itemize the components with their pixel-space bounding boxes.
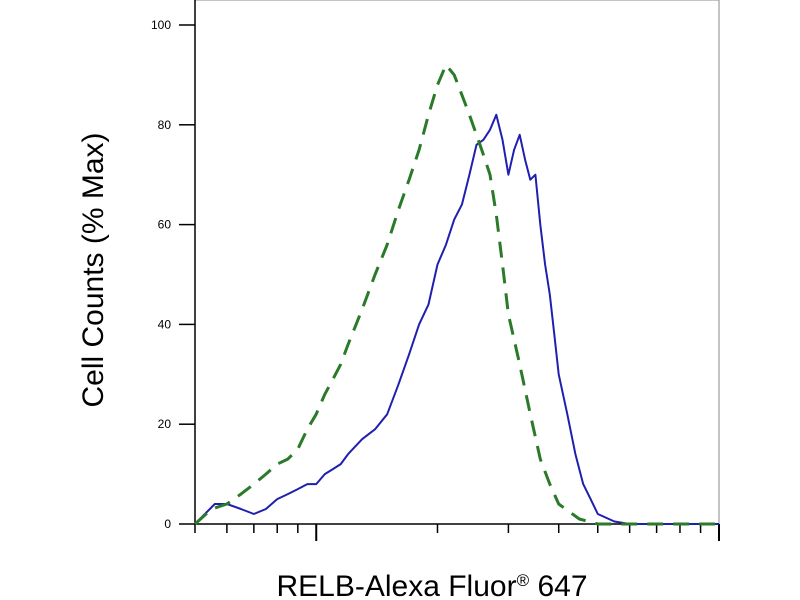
y-axis-title: Cell Counts (% Max): [77, 132, 110, 407]
y-axis-ticks: 0 20 40 60 80 100: [151, 18, 195, 531]
y-tick-label: 100: [151, 18, 171, 32]
x-axis-title-suffix: 647: [529, 570, 587, 600]
x-axis-ticks: [194, 524, 720, 541]
x-axis-title-main: RELB-Alexa Fluor: [276, 570, 516, 600]
x-axis-title-registered-mark: ®: [517, 571, 530, 590]
y-tick-label: 40: [158, 317, 172, 331]
solid-series-line-0: [194, 113, 719, 525]
series-layer: [193, 63, 719, 526]
y-tick-label: 0: [164, 517, 171, 531]
y-tick-label: 20: [158, 417, 172, 431]
y-tick-label: 60: [158, 218, 172, 232]
y-tick-label: 80: [158, 118, 172, 132]
dashed-series-line-1: [193, 63, 719, 526]
x-axis-title: RELB-Alexa Fluor® 647: [276, 570, 587, 600]
